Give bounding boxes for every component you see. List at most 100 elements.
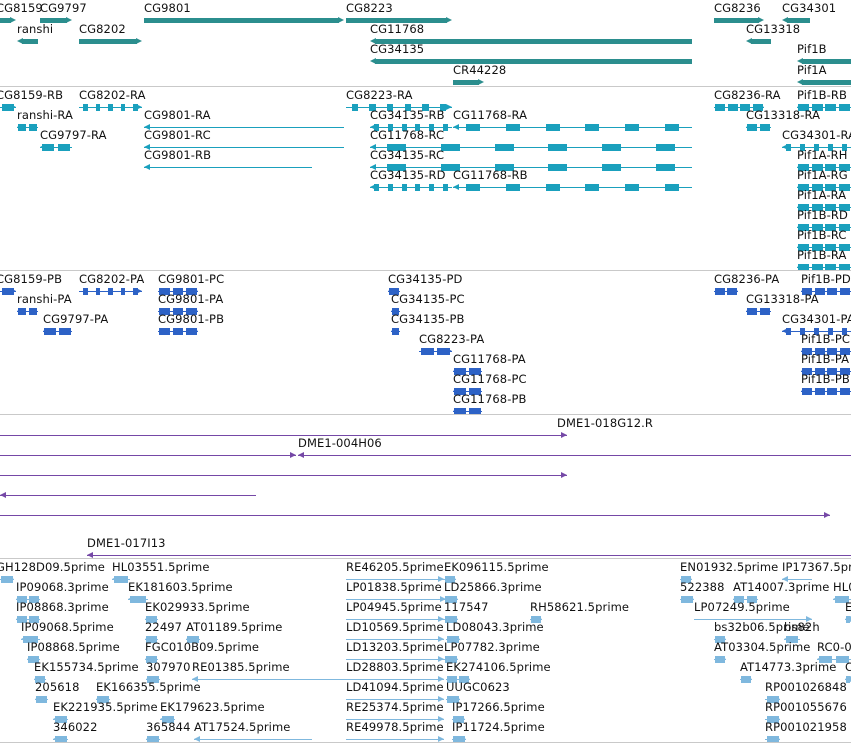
feature-glyph[interactable] [452, 736, 466, 743]
feature-glyph[interactable] [35, 696, 48, 703]
feature-at03304-5prime[interactable]: AT03304.5prime [0, 640, 851, 663]
feature-glyph[interactable] [0, 512, 830, 519]
feature-pif1b-pa[interactable]: Pif1B-PA [0, 352, 851, 375]
feature-glyph[interactable] [782, 576, 812, 583]
feature-cg8223-ra[interactable]: CG8223-RA [0, 88, 851, 111]
feature-glyph[interactable] [740, 676, 752, 683]
feature-glyph[interactable] [145, 616, 158, 623]
feature-re25374-5prime[interactable]: RE25374.5prime [0, 700, 851, 723]
feature-cg8202-pa[interactable]: CG8202-PA [0, 272, 851, 295]
feature-glyph[interactable] [388, 288, 400, 295]
feature-cg34135-rd[interactable]: CG34135-RD [0, 168, 851, 191]
feature-glyph[interactable] [714, 656, 726, 663]
feature-glyph[interactable] [797, 184, 851, 191]
feature-glyph[interactable] [797, 104, 851, 111]
feature-cg8236[interactable]: CG8236 [0, 1, 851, 23]
feature-pif1b-ra[interactable]: Pif1B-RA [0, 248, 851, 270]
feature-ip08868-3prime[interactable]: IP08868.3prime [0, 600, 851, 623]
feature-glyph[interactable] [714, 288, 738, 295]
feature-ip09068-3prime[interactable]: IP09068.3prime [0, 580, 851, 603]
feature-glyph[interactable] [0, 104, 16, 111]
feature-cg34135-pb[interactable]: CG34135-PB [0, 312, 851, 335]
feature-glyph[interactable] [145, 636, 158, 643]
feature-glyph[interactable] [146, 736, 160, 743]
feature-ek029933-5prime[interactable]: EK029933.5prime [0, 600, 851, 623]
feature-glyph[interactable] [419, 348, 452, 355]
feature-glyph[interactable] [96, 696, 110, 703]
feature-glyph[interactable] [446, 676, 470, 683]
feature-glyph[interactable] [34, 676, 46, 683]
feature-glyph[interactable] [446, 696, 460, 703]
feature-glyph[interactable] [797, 264, 851, 270]
feature-bs82h[interactable]: bs82h [0, 620, 851, 643]
feature-glyph[interactable] [0, 17, 16, 24]
feature-cr44228[interactable]: CR44228 [0, 63, 851, 85]
feature-ranshi-pa[interactable]: ranshi-PA [0, 292, 851, 315]
feature-glyph[interactable] [145, 656, 158, 663]
feature-glyph[interactable] [765, 696, 780, 703]
feature-glyph[interactable] [0, 492, 256, 499]
feature-346022[interactable]: 346022 [0, 720, 851, 743]
feature-glyph[interactable] [444, 616, 458, 623]
feature-glyph[interactable] [797, 224, 851, 231]
feature-glyph[interactable] [680, 576, 692, 583]
feature-glyph[interactable] [186, 636, 200, 643]
feature-cg11768-rc[interactable]: CG11768-RC [0, 128, 851, 151]
feature-cg34135-rb[interactable]: CG34135-RB [0, 108, 851, 131]
feature-pif1b-rc[interactable]: Pif1B-RC [0, 228, 851, 251]
feature-ek179623-5prime[interactable]: EK179623.5prime [0, 700, 851, 723]
feature-dme1-004h06[interactable]: DME1-004H06 [0, 436, 851, 459]
feature-glyph[interactable] [370, 184, 452, 191]
feature-glyph[interactable] [16, 616, 40, 623]
feature-glyph[interactable] [346, 696, 444, 703]
feature-glyph[interactable] [765, 716, 780, 723]
feature-glyph[interactable] [144, 17, 344, 24]
feature-ek166355-5prime[interactable]: EK166355.5prime [0, 680, 851, 703]
feature-pif1b-rd[interactable]: Pif1B-RD [0, 208, 851, 231]
feature-cg11768-ra[interactable]: CG11768-RA [0, 108, 851, 131]
feature-ek096115-5prime[interactable]: EK096115.5prime [0, 560, 851, 583]
feature-glyph[interactable] [0, 472, 567, 479]
feature-ip17266-5prime[interactable]: IP17266.5prime [0, 700, 851, 723]
feature-clones-3[interactable] [0, 476, 851, 499]
feature-ip09068-5prime[interactable]: IP09068.5prime [0, 620, 851, 643]
feature-glyph[interactable] [194, 736, 312, 743]
feature-cg13318-pa[interactable]: CG13318-PA [0, 292, 851, 315]
feature-glyph[interactable] [40, 17, 72, 24]
feature-cg34135-pd[interactable]: CG34135-PD [0, 272, 851, 295]
feature-cg9797-pa[interactable]: CG9797-PA [0, 312, 851, 335]
feature-glyph[interactable] [845, 616, 851, 623]
feature-glyph[interactable] [746, 38, 771, 45]
feature-glyph[interactable] [346, 736, 444, 743]
feature-glyph[interactable] [782, 144, 851, 151]
feature-rc0-0[interactable]: RC0-0 [0, 640, 851, 663]
feature-glyph[interactable] [797, 58, 851, 65]
feature-glyph[interactable] [0, 288, 16, 295]
feature-glyph[interactable] [144, 144, 344, 151]
feature-re01385-5prime[interactable]: RE01385.5prime [0, 660, 851, 682]
feature-glyph[interactable] [453, 124, 692, 131]
feature-ld13203-5prime[interactable]: LD13203.5prime [0, 640, 851, 662]
feature-glyph[interactable] [158, 288, 198, 295]
feature-glyph[interactable] [128, 596, 148, 603]
feature-ranshi[interactable]: ranshi [0, 22, 851, 44]
feature-glyph[interactable] [817, 656, 851, 663]
feature-glyph[interactable] [346, 596, 446, 603]
feature-glyph[interactable] [453, 388, 482, 395]
feature-307970[interactable]: 307970 [0, 660, 851, 683]
feature-cg34135[interactable]: CG34135 [0, 42, 851, 64]
feature-glyph[interactable] [833, 596, 851, 603]
feature-glyph[interactable] [370, 38, 692, 45]
feature-glyph[interactable] [298, 452, 851, 459]
feature-e[interactable]: E [0, 600, 851, 623]
feature-pif1b-pc[interactable]: Pif1B-PC [0, 332, 851, 355]
feature-bs32b06-5prime[interactable]: bs32b06.5prime [0, 620, 851, 643]
feature-cg8202[interactable]: CG8202 [0, 22, 851, 44]
feature-glyph[interactable] [446, 636, 460, 643]
feature-lp01838-5prime[interactable]: LP01838.5prime [0, 580, 851, 603]
feature-glyph[interactable] [17, 308, 38, 315]
feature-glyph[interactable] [17, 124, 38, 131]
feature-glyph[interactable] [346, 716, 444, 723]
feature-glyph[interactable] [391, 308, 400, 315]
feature-glyph[interactable] [845, 676, 851, 683]
